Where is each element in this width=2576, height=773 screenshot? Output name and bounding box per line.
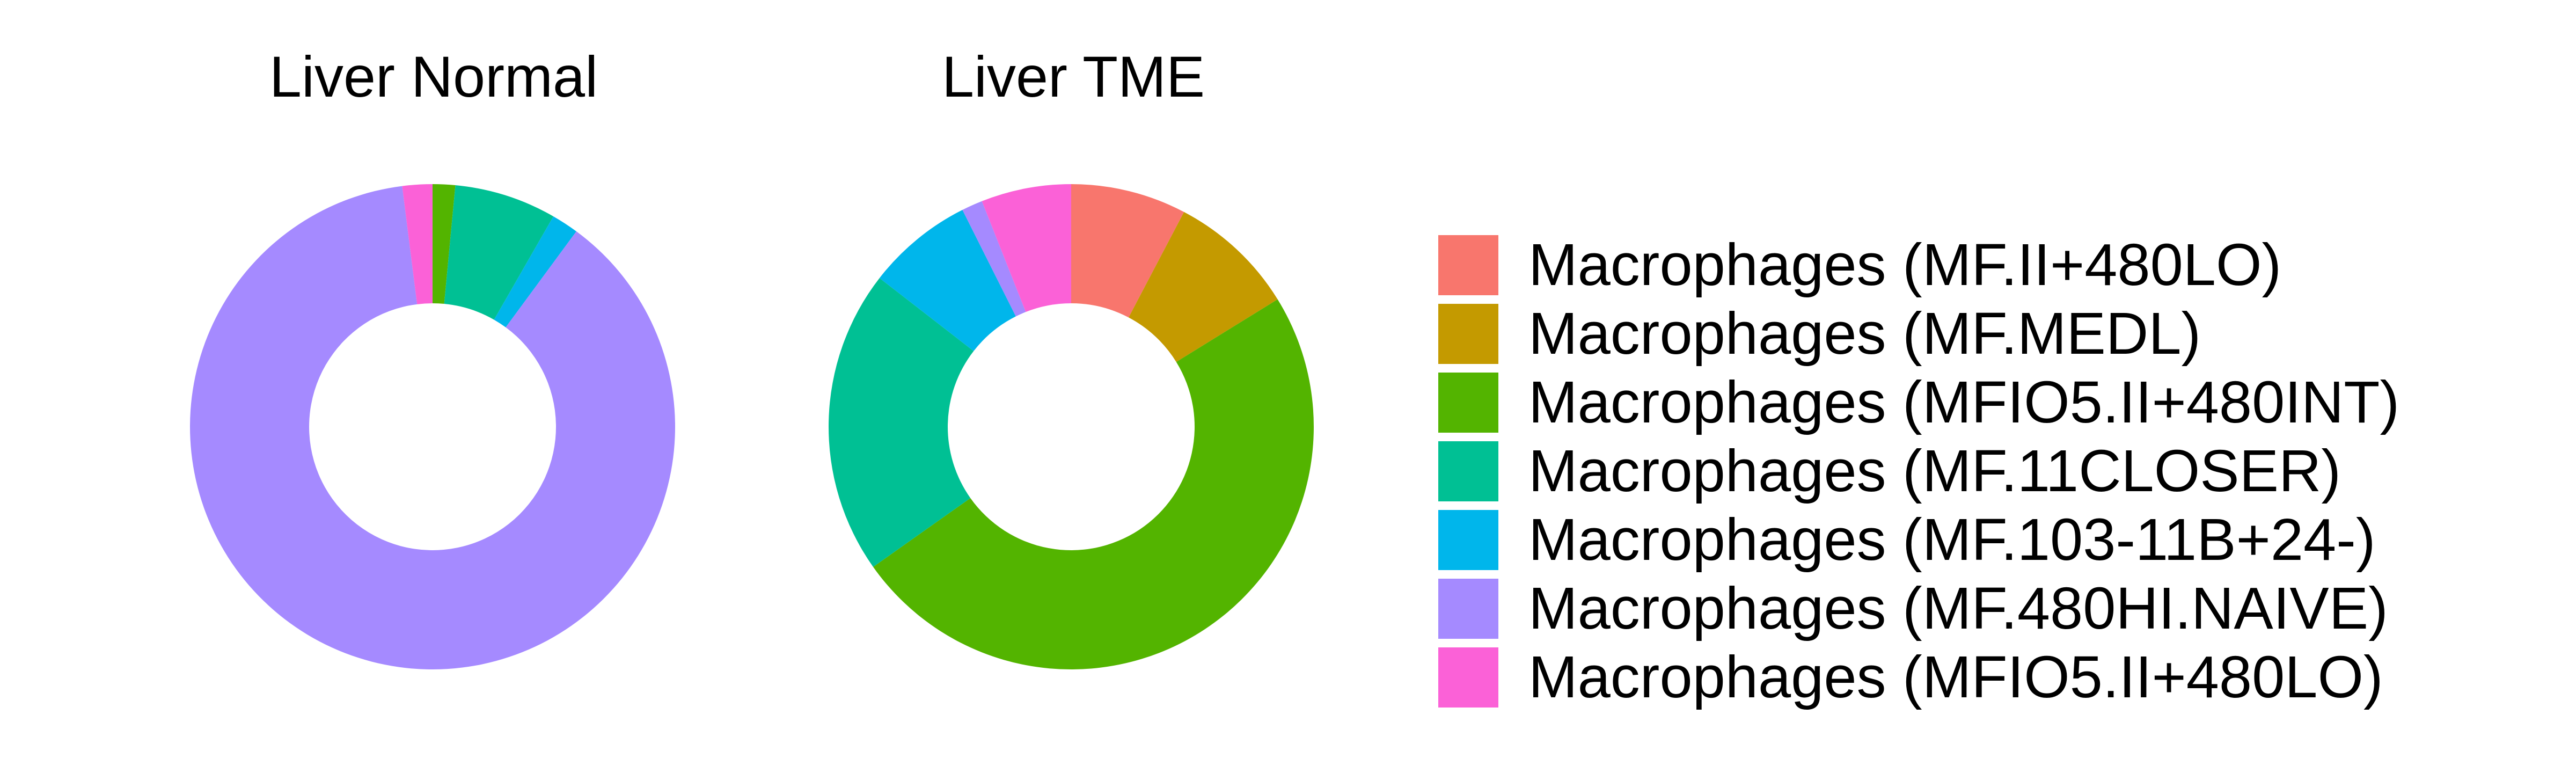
legend-label: Macrophages (MF.480HI.NAIVE): [1528, 575, 2388, 641]
legend-label: Macrophages (MF.II+480LO): [1528, 232, 2282, 298]
donut-slice-liver-normal-4: [494, 216, 576, 327]
donut-slice-liver-tme-3: [829, 278, 974, 567]
legend-swatch: [1438, 441, 1498, 501]
donut-slice-liver-normal-3: [444, 185, 554, 320]
donut-slice-liver-tme-1: [1128, 212, 1278, 362]
legend-label: Macrophages (MFIO5.II+480LO): [1528, 644, 2383, 710]
legend-label: Macrophages (MF.MEDL): [1528, 301, 2201, 367]
legend-swatch: [1438, 304, 1498, 364]
donut-slice-liver-normal-2: [433, 184, 456, 304]
donut-slice-liver-tme-6: [982, 184, 1071, 312]
panel-title-liver-tme: Liver TME: [941, 44, 1205, 109]
donut-slice-liver-normal-5: [189, 186, 675, 669]
legend-label: Macrophages (MFIO5.II+480INT): [1528, 369, 2400, 435]
donut-slice-liver-tme-2: [873, 299, 1314, 669]
legend-swatch: [1438, 579, 1498, 639]
legend-swatch: [1438, 510, 1498, 570]
legend-swatch: [1438, 373, 1498, 433]
donut-slice-liver-tme-0: [1071, 184, 1184, 318]
donut-slice-liver-tme-4: [879, 209, 1016, 352]
legend-swatch: [1438, 235, 1498, 295]
donut-slice-liver-normal-6: [402, 184, 433, 304]
legend-swatch: [1438, 647, 1498, 708]
donut-slice-liver-tme-5: [962, 201, 1026, 317]
legend-label: Macrophages (MF.103-11B+24-): [1528, 507, 2376, 573]
legend-label: Macrophages (MF.11CLOSER): [1528, 438, 2341, 504]
panel-title-liver-normal: Liver Normal: [269, 44, 598, 109]
